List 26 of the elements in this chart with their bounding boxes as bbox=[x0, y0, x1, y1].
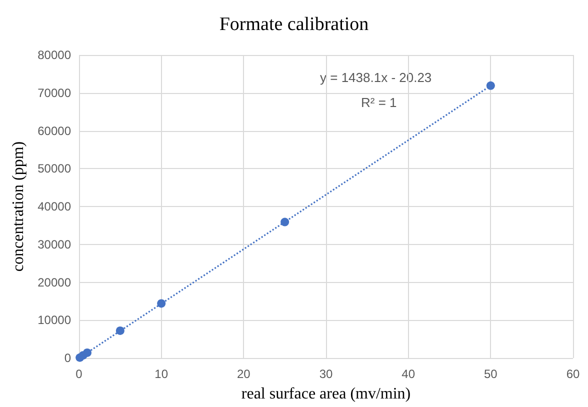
point bbox=[280, 218, 290, 226]
x-tick-label: 50 bbox=[484, 367, 498, 381]
y-tick-label: 50000 bbox=[38, 162, 72, 176]
y-tick-label: 40000 bbox=[38, 200, 72, 214]
x-tick-label: 10 bbox=[154, 367, 168, 381]
point bbox=[116, 326, 124, 335]
y-tick-label: 60000 bbox=[38, 124, 72, 138]
point bbox=[486, 81, 495, 90]
y-tick-label: 30000 bbox=[38, 237, 72, 252]
annotation: R² = 1 bbox=[361, 95, 397, 110]
x-tick-label: 0 bbox=[76, 367, 83, 381]
y-tick-label: 80000 bbox=[38, 48, 72, 62]
x-tick-label: 40 bbox=[402, 367, 416, 381]
y-tick-label: 70000 bbox=[38, 86, 72, 100]
point bbox=[82, 348, 92, 357]
x-tick-label: 20 bbox=[236, 367, 251, 381]
chart-title: Formate calibration bbox=[219, 14, 370, 35]
y-tick-label: 10000 bbox=[38, 313, 72, 328]
x-axis-title: real surface area (mv/min) bbox=[241, 386, 411, 402]
point bbox=[157, 299, 166, 308]
y-tick-label: 0 bbox=[64, 351, 72, 365]
x-tick-label: 30 bbox=[319, 367, 333, 381]
y-tick-label: 20000 bbox=[38, 275, 72, 290]
annotation: y = 1438.1x - 20.23 bbox=[320, 70, 432, 85]
x-tick-label: 60 bbox=[566, 367, 580, 381]
y-axis-title: concentration (ppm) bbox=[10, 141, 28, 272]
